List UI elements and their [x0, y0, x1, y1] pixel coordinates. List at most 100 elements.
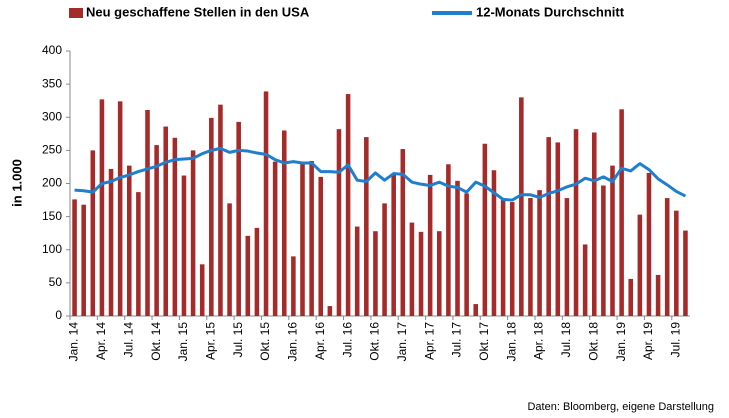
x-tick-label: Jan. 16	[286, 322, 300, 362]
bar	[619, 109, 624, 316]
x-tick-label: Jul. 19	[668, 322, 682, 358]
bar	[136, 192, 141, 316]
bar	[181, 175, 187, 316]
bar	[99, 99, 105, 316]
x-tick-label: Okt. 17	[477, 322, 491, 361]
bar	[528, 198, 533, 316]
bar	[573, 129, 579, 316]
bar	[683, 230, 688, 316]
bar	[519, 97, 524, 316]
x-tick-label: Jul. 17	[450, 322, 464, 358]
bar	[272, 161, 278, 316]
bar	[382, 203, 387, 316]
legend-label: Neu geschaffene Stellen in den USA	[86, 4, 310, 19]
bar	[637, 214, 643, 316]
y-tick-label: 0	[55, 308, 62, 322]
bar	[555, 142, 561, 316]
y-tick-label: 400	[42, 43, 62, 57]
x-tick-label: Okt. 16	[368, 322, 382, 361]
bar	[546, 137, 551, 316]
bar	[537, 190, 542, 316]
bar	[336, 129, 342, 316]
x-tick-label: Jan. 15	[176, 322, 190, 362]
bar	[601, 185, 606, 316]
y-tick-label: 300	[42, 109, 62, 123]
bar	[117, 101, 123, 316]
bar	[345, 94, 351, 316]
bar	[154, 145, 159, 316]
x-tick-label: Jan. 18	[504, 322, 518, 362]
average-line	[74, 146, 687, 202]
bar	[491, 170, 497, 316]
bar	[90, 150, 96, 316]
bar	[473, 304, 479, 316]
bar	[309, 160, 314, 316]
x-tick-label: Jul. 15	[231, 322, 245, 358]
bar	[674, 210, 679, 316]
bar	[318, 176, 324, 316]
y-tick-label: 350	[42, 76, 62, 90]
y-tick-label: 150	[42, 209, 62, 223]
bar	[628, 278, 634, 316]
bar	[482, 143, 488, 316]
bar	[646, 172, 652, 316]
x-tick-label: Jul. 16	[340, 322, 354, 358]
x-tick-label: Apr. 14	[94, 322, 108, 360]
bar	[227, 203, 232, 316]
bar	[436, 231, 442, 316]
bar	[391, 173, 396, 316]
bar	[373, 231, 378, 316]
bar	[263, 91, 269, 316]
bar	[108, 168, 114, 316]
legend-label: 12-Monats Durchschnitt	[476, 4, 625, 19]
bar	[409, 222, 415, 316]
bar	[81, 204, 86, 316]
y-tick-label: 250	[42, 143, 62, 157]
y-tick-label: 50	[49, 275, 63, 289]
bar	[664, 198, 670, 316]
x-tick-label: Okt. 14	[149, 322, 163, 361]
bar	[364, 137, 369, 316]
bar	[72, 199, 77, 316]
bar	[591, 132, 597, 316]
bar	[400, 149, 406, 316]
bar	[655, 274, 661, 316]
y-axis-label: in 1.000	[9, 159, 24, 207]
bar	[218, 104, 223, 316]
x-tick-label: Okt. 18	[586, 322, 600, 361]
bar	[291, 256, 296, 316]
bar	[172, 137, 178, 316]
x-tick-label: Jan. 14	[67, 322, 81, 362]
x-tick-label: Apr. 19	[641, 322, 655, 360]
bar	[582, 244, 588, 316]
bar	[190, 150, 196, 316]
bar	[354, 226, 360, 316]
bar	[236, 121, 241, 316]
bar	[209, 117, 214, 316]
bar	[254, 227, 260, 316]
x-tick-label: Jan. 19	[614, 322, 628, 362]
x-tick-label: Apr. 17	[422, 322, 436, 360]
bar	[464, 193, 469, 316]
bar	[455, 180, 460, 316]
x-tick-label: Apr. 18	[532, 322, 546, 360]
bar	[163, 126, 169, 317]
y-tick-label: 200	[42, 176, 62, 190]
legend-swatch	[69, 8, 83, 18]
bar	[446, 164, 451, 316]
bar	[509, 202, 515, 316]
bar	[245, 235, 251, 316]
x-tick-label: Apr. 15	[203, 322, 217, 360]
bar	[500, 200, 506, 316]
bar	[126, 165, 132, 316]
bar	[145, 109, 150, 317]
bar	[610, 165, 615, 316]
x-tick-label: Okt. 15	[258, 322, 272, 361]
x-tick-label: Jul. 18	[559, 322, 573, 358]
bar	[199, 264, 205, 316]
x-tick-label: Jan. 17	[395, 322, 409, 362]
source: Daten: Bloomberg, eigene Darstellung	[527, 401, 714, 413]
bar	[327, 306, 333, 316]
y-tick-label: 100	[42, 242, 62, 256]
